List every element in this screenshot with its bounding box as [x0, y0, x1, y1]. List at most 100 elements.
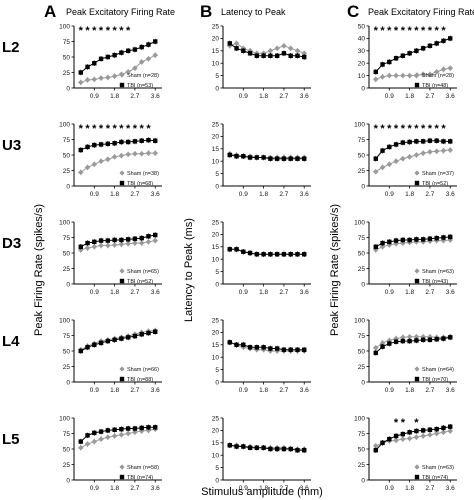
sham-point — [406, 435, 413, 442]
significance-star: * — [441, 123, 446, 135]
tbi-point — [98, 142, 104, 147]
tbi-point — [247, 155, 253, 160]
y-tick-label: 0 — [361, 379, 365, 386]
tbi-point — [92, 61, 97, 66]
tbi-point — [146, 42, 151, 47]
tbi-point — [420, 337, 426, 343]
sham-line — [229, 153, 305, 158]
sham-point — [145, 56, 152, 62]
tbi-point — [281, 446, 287, 452]
y-tick-label: 50 — [358, 348, 366, 355]
x-tick-label: 0.9 — [90, 93, 99, 100]
sham-point — [433, 148, 440, 155]
tbi-point — [247, 51, 253, 56]
tbi-point — [274, 252, 280, 257]
legend-tbi: TBI (n=70) — [422, 377, 448, 383]
tbi-point — [241, 48, 246, 53]
tbi-point — [241, 154, 246, 159]
tbi-point — [302, 347, 307, 352]
y-tick-label: 0 — [66, 85, 70, 92]
legend-tbi-marker — [414, 278, 420, 284]
y-tick-label: 40 — [358, 36, 366, 43]
sham-point — [372, 443, 379, 449]
legend-tbi-marker — [119, 278, 125, 284]
significance-star: * — [428, 123, 433, 135]
sham-point — [447, 147, 454, 153]
tbi-point — [380, 148, 385, 153]
tbi-point — [78, 244, 83, 249]
y-tick-label: 25 — [212, 23, 220, 30]
x-tick-label: 3.6 — [446, 485, 455, 492]
x-tick-label: 2.7 — [279, 289, 288, 296]
sham-point — [400, 436, 406, 442]
tbi-point — [407, 237, 412, 243]
y-tick-label: 0 — [215, 183, 219, 190]
x-tick-label: 0.9 — [385, 93, 394, 100]
ylabel-c: Peak Firing Rate (spikes/s) — [329, 204, 341, 336]
y-tick-label: 0 — [361, 183, 365, 190]
tbi-point — [268, 446, 273, 452]
sham-point — [400, 334, 406, 341]
legend-tbi: TBI (n=53) — [127, 83, 153, 89]
tbi-point — [288, 53, 293, 58]
y-tick-label: 75 — [63, 39, 71, 46]
y-tick-label: 50 — [63, 152, 71, 159]
significance-star: * — [119, 25, 124, 37]
legend-tbi-marker — [119, 474, 125, 480]
y-tick-label: 50 — [358, 250, 366, 257]
tbi-point — [268, 53, 273, 58]
tbi-point — [153, 425, 158, 430]
tbi-point — [78, 147, 83, 153]
tbi-point — [132, 47, 138, 52]
y-tick-label: 15 — [212, 244, 220, 251]
tbi-line — [80, 139, 156, 151]
tbi-point — [125, 335, 131, 340]
tbi-point — [261, 345, 266, 350]
x-tick-label: 2.7 — [130, 93, 139, 100]
sham-line — [375, 336, 451, 349]
y-tick-label: 25 — [358, 266, 366, 273]
tbi-point — [241, 342, 246, 347]
tbi-point — [414, 428, 419, 434]
panel-b-d3: 0 5 10 15 20 25 0.9 1.8 2.7 3.6 — [212, 219, 311, 296]
x-tick-label: 3.6 — [151, 289, 160, 296]
tbi-point — [274, 156, 280, 161]
tbi-point — [448, 424, 453, 429]
tbi-point — [132, 139, 138, 144]
row-label-d3: D3 — [2, 235, 21, 252]
y-tick-label: 20 — [212, 36, 220, 43]
significance-star: * — [119, 123, 124, 135]
tbi-point — [153, 138, 158, 143]
tbi-point — [295, 252, 300, 257]
tbi-point — [400, 140, 406, 145]
tbi-point — [132, 426, 138, 431]
y-tick-label: 0 — [361, 477, 365, 484]
tbi-point — [400, 237, 406, 243]
legend-sham: Sham (n=63) — [422, 269, 454, 275]
sham-point — [91, 244, 98, 250]
sham-point — [379, 244, 386, 250]
tbi-point — [105, 141, 111, 147]
sham-point — [287, 45, 294, 52]
significance-star: * — [401, 417, 406, 429]
tbi-point — [125, 48, 131, 53]
tbi-point — [434, 41, 439, 46]
tbi-point — [427, 337, 433, 343]
sham-point — [132, 240, 138, 246]
sham-point — [420, 433, 426, 439]
x-tick-label: 0.9 — [239, 387, 248, 394]
sham-point — [447, 428, 454, 434]
y-tick-label: 20 — [358, 61, 366, 68]
sham-point — [440, 147, 447, 154]
tbi-point — [288, 252, 293, 257]
legend-sham: Sham (n=38) — [127, 171, 159, 177]
tbi-point — [420, 237, 426, 242]
significance-star: * — [421, 25, 426, 37]
sham-point — [447, 65, 454, 71]
legend-tbi-marker — [119, 180, 125, 186]
y-tick-label: 10 — [212, 453, 220, 460]
legend-sham: Sham (n=63) — [422, 465, 454, 471]
y-tick-label: 20 — [212, 134, 220, 141]
sham-point — [111, 73, 118, 80]
